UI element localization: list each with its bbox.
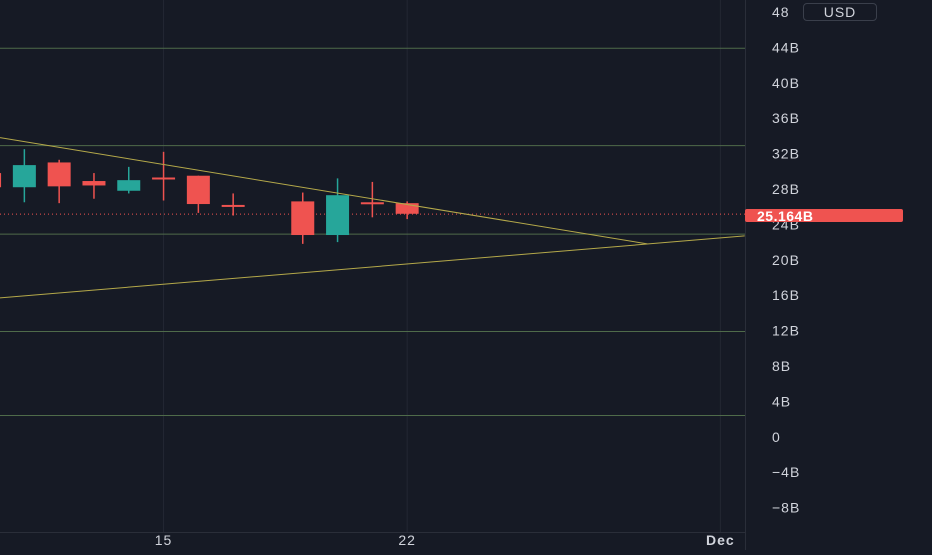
- candle: [291, 192, 315, 244]
- x-tick-label: 15: [155, 532, 173, 548]
- y-tick-label: 40B: [772, 75, 800, 91]
- y-tick-label: −8B: [772, 500, 800, 516]
- candle-body: [326, 195, 350, 236]
- candle: [117, 166, 141, 194]
- candle-body: [221, 204, 245, 207]
- y-tick-label: 36B: [772, 110, 800, 126]
- y-tick-label: 32B: [772, 146, 800, 162]
- trendline: [0, 235, 745, 299]
- y-tick-label: 20B: [772, 252, 800, 268]
- x-tick-label: Dec: [706, 532, 735, 548]
- candle-body: [152, 177, 176, 180]
- y-tick-label: 12B: [772, 323, 800, 339]
- candles: [0, 149, 419, 244]
- candle-body: [186, 175, 210, 205]
- y-tick-label: 16B: [772, 287, 800, 303]
- y-tick-label: 48: [772, 4, 790, 20]
- y-tick-label: 4B: [772, 393, 791, 409]
- x-tick-label: 22: [398, 532, 416, 548]
- y-tick-label: 44B: [772, 39, 800, 55]
- candle-body: [117, 180, 141, 191]
- currency-selector-button[interactable]: USD: [803, 3, 877, 21]
- candle-body: [82, 181, 106, 186]
- y-tick-label: 0: [772, 429, 781, 445]
- candle: [152, 151, 176, 201]
- candle: [12, 149, 36, 203]
- candle: [221, 193, 245, 216]
- y-tick-label: −4B: [772, 464, 800, 480]
- y-tick-label: 8B: [772, 358, 791, 374]
- horizontal-levels: [0, 47, 745, 417]
- candle-body: [395, 203, 419, 214]
- y-tick-label: 28B: [772, 181, 800, 197]
- trendlines: [0, 137, 745, 299]
- candle-body: [291, 201, 315, 236]
- candle: [360, 181, 384, 218]
- candle: [0, 173, 2, 188]
- candle-body: [12, 165, 36, 188]
- trendline: [0, 137, 648, 245]
- candle: [186, 175, 210, 213]
- candle-body: [47, 162, 71, 187]
- candle-body: [360, 202, 384, 205]
- candle: [47, 159, 71, 204]
- candle-body: [0, 173, 2, 188]
- candle: [326, 178, 350, 243]
- axes: 4844B40B36B32B28B24B20B16B12B8B4B0−4B−8B…: [0, 0, 800, 550]
- candle: [82, 173, 106, 199]
- last-price-label: 25.164B: [745, 208, 903, 224]
